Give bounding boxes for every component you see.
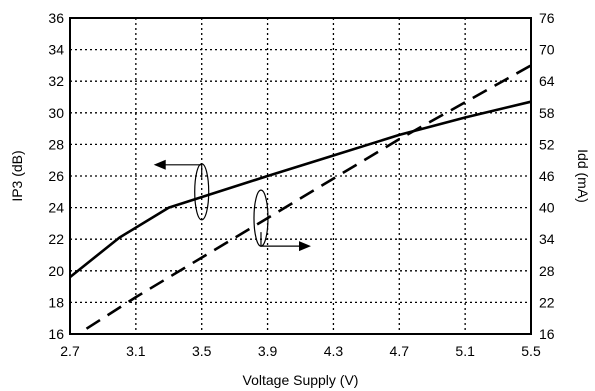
- left-y-tick-label: 34: [48, 42, 64, 58]
- right-y-tick-label: 70: [539, 42, 555, 58]
- left-axis-arrow: [163, 164, 203, 178]
- grid: [70, 18, 531, 334]
- left-y-tick-label: 24: [48, 200, 64, 216]
- left-y-tick-label: 22: [48, 231, 64, 247]
- x-tick-label: 5.5: [521, 343, 541, 359]
- ip3-series-line: [69, 100, 532, 279]
- x-tick-label: 4.7: [390, 343, 410, 359]
- right-y-tick-label: 16: [539, 326, 555, 342]
- left-y-tick-label: 26: [48, 168, 64, 184]
- right-y-tick-label: 40: [539, 200, 555, 216]
- left-y-tick-label: 18: [48, 294, 64, 310]
- left-y-tick-label: 28: [48, 136, 64, 152]
- x-tick-label: 4.3: [324, 343, 344, 359]
- left-y-axis-title: IP3 (dB): [9, 150, 25, 201]
- left-y-tick-label: 32: [48, 73, 64, 89]
- left-y-tick-label: 16: [48, 326, 64, 342]
- right-y-axis-title: Idd (mA): [575, 149, 591, 203]
- idd-series-line: [85, 64, 532, 330]
- x-tick-label: 3.1: [126, 343, 146, 359]
- right-y-tick-label: 28: [539, 263, 555, 279]
- left-y-tick-label: 30: [48, 105, 64, 121]
- left-y-tick-label: 20: [48, 263, 64, 279]
- right-axis-arrow: [260, 232, 301, 247]
- x-tick-label: 5.1: [455, 343, 475, 359]
- right-arrowhead: [298, 241, 311, 252]
- tick-labels: 2.7 3.1 3.5 3.9 4.3 4.7 5.1 5.51618202224262830…: [48, 10, 554, 359]
- x-tick-label: 3.5: [192, 343, 212, 359]
- right-y-tick-label: 76: [539, 10, 555, 26]
- ip3-axis-indicator-ellipse: [194, 163, 210, 221]
- x-tick-label: 2.7: [60, 343, 80, 359]
- right-y-tick-label: 34: [539, 231, 555, 247]
- right-y-tick-label: 46: [539, 168, 555, 184]
- left-y-tick-label: 36: [48, 10, 64, 26]
- series-layer: [69, 64, 532, 330]
- right-y-tick-label: 22: [539, 294, 555, 310]
- x-axis-title: Voltage Supply (V): [243, 372, 359, 388]
- right-y-tick-label: 64: [539, 73, 555, 89]
- x-tick-label: 3.9: [258, 343, 278, 359]
- right-y-tick-label: 58: [539, 105, 555, 121]
- plot-frame: [69, 17, 532, 335]
- left-arrowhead: [153, 159, 166, 170]
- right-y-tick-label: 52: [539, 136, 555, 152]
- annotation-layer: [153, 159, 311, 252]
